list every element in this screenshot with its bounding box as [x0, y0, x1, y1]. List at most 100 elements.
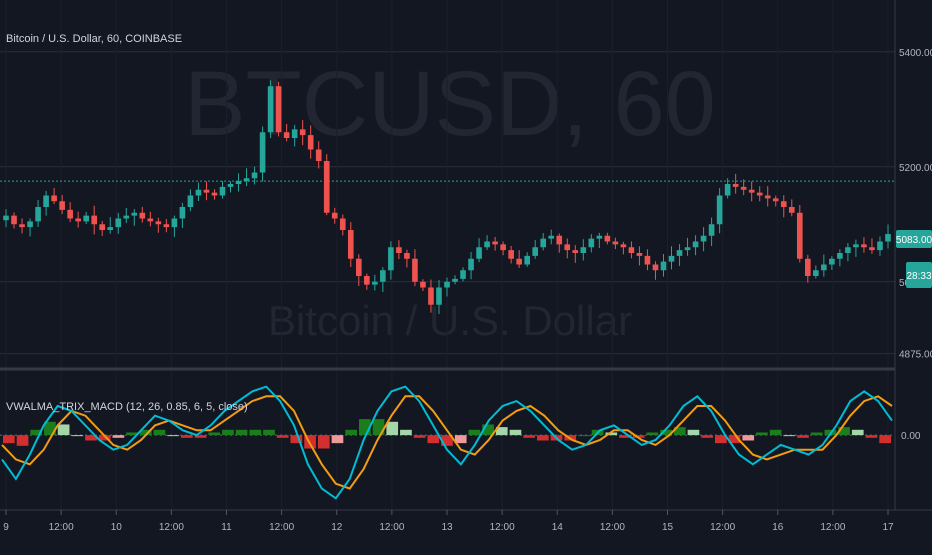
candle-body [195, 189, 202, 196]
candle-body [596, 235, 603, 239]
time-tick-label: 12:00 [490, 522, 515, 533]
histogram-bar [509, 429, 522, 436]
histogram-bar [838, 427, 850, 436]
candle-body [756, 192, 763, 196]
time-tick-label: 14 [552, 522, 564, 533]
candle-body [347, 230, 354, 259]
histogram-bar [619, 435, 631, 438]
candle-body [869, 247, 875, 251]
time-tick-label: 10 [111, 522, 123, 533]
histogram-bar [605, 432, 618, 436]
candle-body [805, 258, 811, 276]
signal-line [1, 395, 893, 490]
time-tick-label: 12:00 [820, 522, 845, 533]
indicator-histogram [3, 419, 891, 449]
candle-body [299, 129, 306, 136]
candle-body [668, 255, 675, 262]
histogram-bar [126, 432, 138, 436]
candle-body [853, 244, 859, 248]
candle-body [468, 258, 474, 271]
candle-body [307, 135, 314, 150]
histogram-bar [468, 429, 481, 436]
histogram-bar [331, 435, 344, 444]
symbol-title[interactable]: Bitcoin / U.S. Dollar, 60, COINBASE [6, 33, 182, 45]
candle-body [772, 198, 779, 202]
histogram-bar [646, 432, 659, 436]
countdown-bg [906, 262, 932, 288]
histogram-bar [71, 435, 84, 437]
histogram-bar [44, 421, 56, 436]
time-tick-label: 17 [882, 522, 894, 533]
price-tick-label: 5200.00 [899, 163, 932, 174]
candle-body [484, 241, 490, 248]
histogram-bar [16, 435, 29, 446]
candle-body [885, 234, 891, 242]
time-tick-label: 12:00 [379, 522, 404, 533]
candle-body [331, 212, 338, 219]
candle-body [115, 218, 122, 228]
candle-body [652, 264, 659, 271]
time-tick-label: 12:00 [600, 522, 625, 533]
candle-body [235, 181, 242, 184]
histogram-bar [865, 435, 878, 438]
candle-body [291, 129, 298, 138]
candle-body [179, 207, 186, 219]
histogram-bar [632, 435, 645, 438]
candle-body [99, 224, 106, 230]
candle-body [259, 132, 266, 173]
candle-body [19, 224, 25, 228]
histogram-bar [756, 432, 768, 436]
histogram-bar [372, 419, 385, 436]
candle-body [644, 255, 651, 265]
histogram-bar [386, 421, 399, 436]
time-tick-label: 12:00 [49, 522, 74, 533]
candlestick-series [3, 80, 891, 315]
candle-body [724, 184, 731, 196]
time-tick-label: 9 [3, 522, 9, 533]
candle-body [700, 235, 707, 242]
candle-body [323, 161, 330, 213]
histogram-bar [495, 427, 508, 436]
candle-body [604, 235, 611, 242]
histogram-bar [728, 435, 741, 444]
candle-body [660, 261, 667, 271]
candle-body [684, 247, 691, 251]
candle-body [388, 247, 394, 271]
candle-body [11, 215, 17, 225]
candle-body [372, 281, 378, 285]
candle-body [75, 218, 81, 222]
candle-body [636, 253, 643, 256]
candle-body [524, 255, 530, 265]
candle-body [155, 221, 162, 225]
last-price-bg [896, 230, 932, 248]
candle-body [404, 253, 410, 259]
histogram-bar [578, 435, 590, 437]
histogram-bar [3, 435, 15, 444]
time-tick-label: 11 [221, 522, 232, 533]
histogram-bar [222, 429, 234, 436]
candle-body [396, 247, 402, 253]
candle-body [628, 247, 635, 253]
candle-body [676, 250, 683, 256]
candle-body [107, 227, 114, 230]
histogram-bar [181, 435, 193, 438]
candle-body [556, 235, 563, 245]
candle-body [380, 270, 386, 282]
candle-body [732, 184, 739, 187]
candle-body [476, 247, 482, 259]
candle-body [412, 258, 418, 282]
candle-body [796, 212, 803, 259]
indicator-title[interactable]: VWALMA_TRIX_MACD (12, 26, 0.85, 6, 5, cl… [6, 401, 248, 413]
candle-body [436, 287, 442, 305]
time-tick-label: 12:00 [269, 522, 294, 533]
candle-body [821, 264, 827, 271]
candle-body [3, 215, 9, 221]
last-price-label: 5083.00 [896, 235, 932, 246]
histogram-bar [742, 435, 755, 441]
candle-body [748, 189, 755, 193]
time-tick-label: 12 [331, 522, 343, 533]
time-tick-label: 16 [772, 522, 784, 533]
histogram-bar [235, 429, 248, 436]
candle-body [588, 238, 595, 248]
